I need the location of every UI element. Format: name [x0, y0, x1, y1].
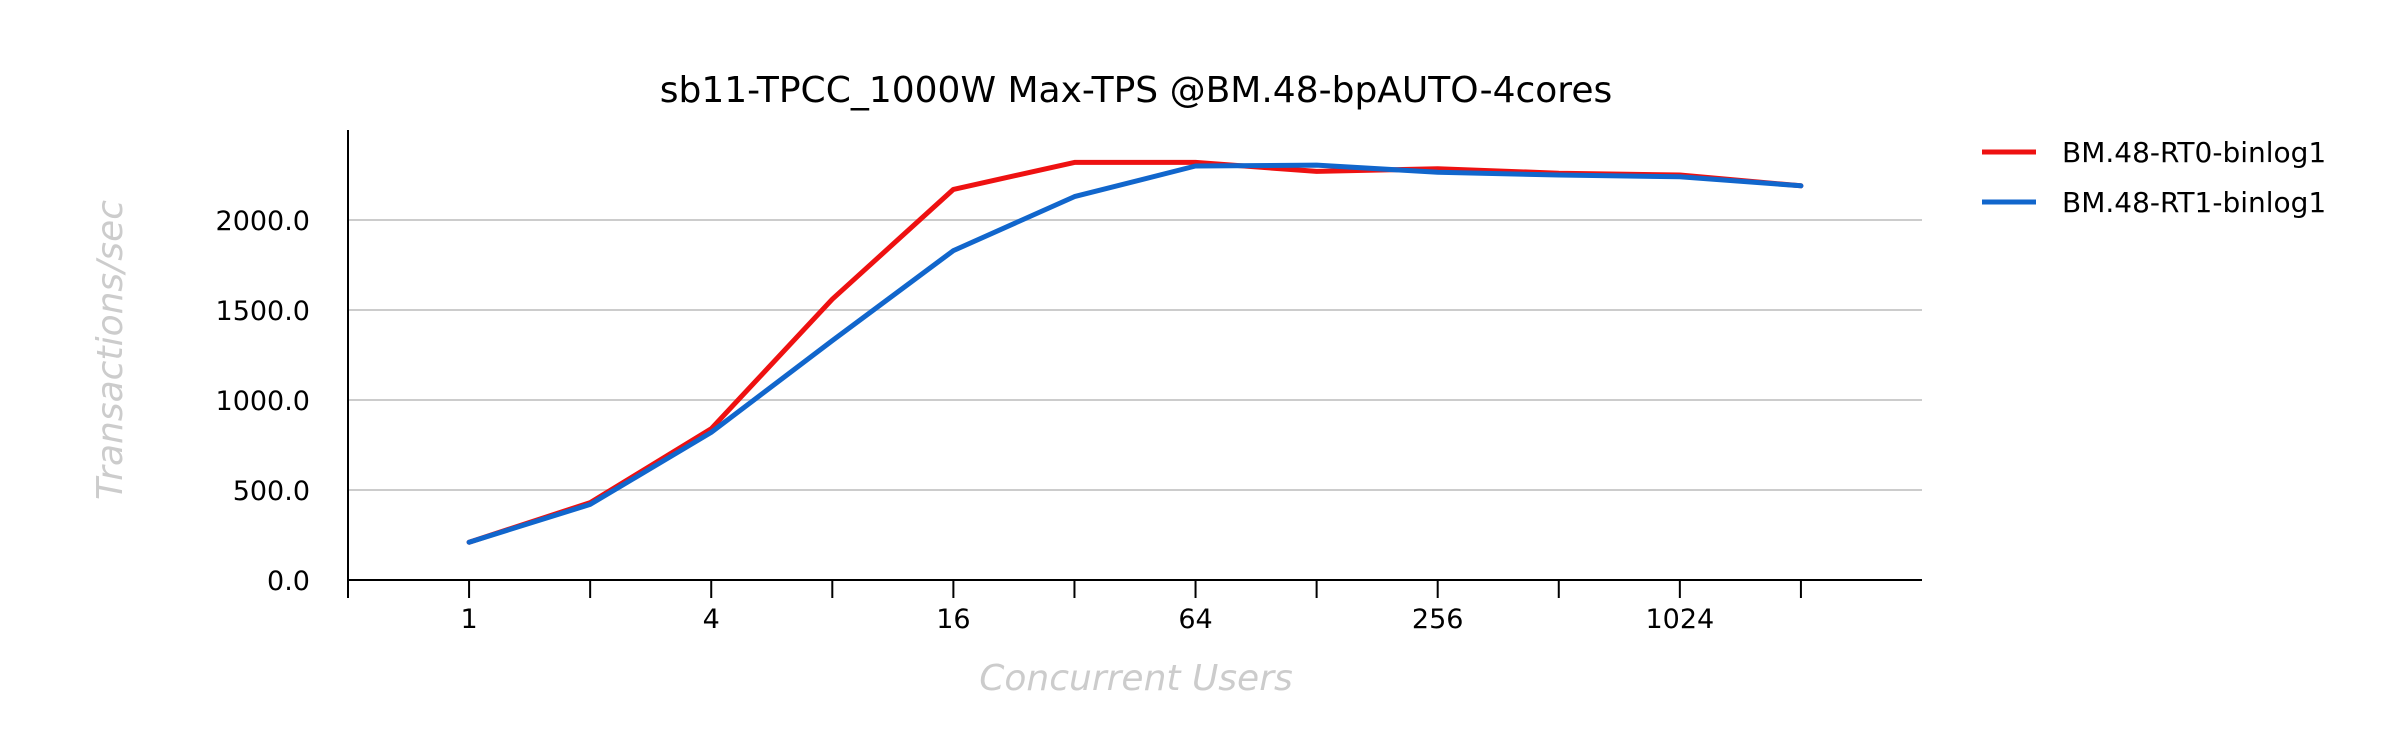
y-tick-label: 0.0: [267, 566, 310, 597]
grid-lines: [348, 219, 1922, 491]
x-tick-label: 16: [936, 604, 970, 635]
legend: BM.48-RT0-binlog1 BM.48-RT1-binlog1: [1982, 136, 2326, 219]
x-tick-label: 4: [703, 604, 720, 635]
x-tick-label: 1024: [1645, 604, 1714, 635]
y-axis: 0.0 500.0 1000.0 1500.0 2000.0: [216, 130, 349, 597]
series-lines: [466, 159, 1804, 545]
y-tick-label: 1000.0: [216, 386, 310, 417]
y-tick-label: 1500.0: [216, 296, 310, 327]
x-tick-label: 256: [1412, 604, 1464, 635]
legend-label: BM.48-RT1-binlog1: [2062, 186, 2326, 219]
legend-label: BM.48-RT0-binlog1: [2062, 136, 2326, 169]
y-tick-label: 500.0: [233, 476, 310, 507]
x-axis-label: Concurrent Users: [979, 658, 1293, 699]
x-tick-label: 64: [1178, 604, 1212, 635]
chart-title: sb11-TPCC_1000W Max-TPS @BM.48-bpAUTO-4c…: [660, 70, 1612, 111]
x-axis: 1 4 16 64 256 1024: [347, 579, 1922, 635]
y-axis-label: Transactions/sec: [90, 200, 131, 500]
x-tick-label: 1: [460, 604, 477, 635]
series-line-2: [466, 162, 1804, 545]
y-tick-label: 2000.0: [216, 206, 310, 237]
